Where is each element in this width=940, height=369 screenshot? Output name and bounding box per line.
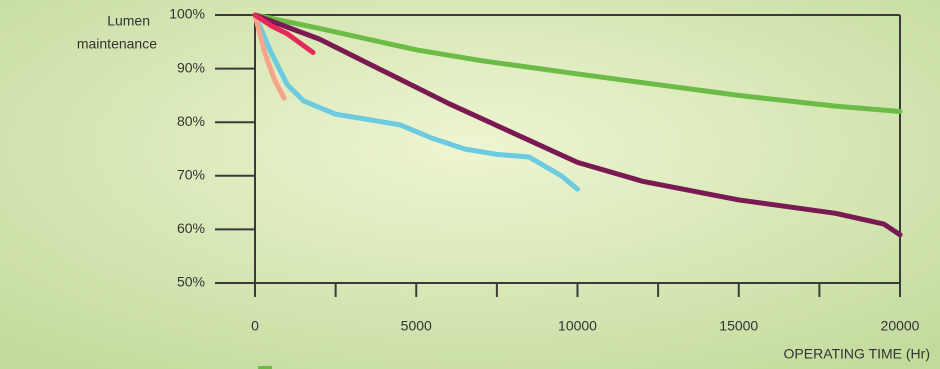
- x-tick-label: 10000: [558, 318, 597, 334]
- legend-label: LED HIGH-POWER: [285, 366, 409, 369]
- y-tick-label: 80%: [177, 113, 205, 129]
- series-line: [252, 12, 316, 56]
- legend-swatch: [258, 366, 272, 369]
- series-line: [252, 12, 287, 101]
- x-tick-label: 0: [251, 318, 259, 334]
- x-axis-label: OPERATING TIME (Hr): [784, 346, 930, 362]
- series-line: [252, 12, 903, 114]
- x-tick-label: 5000: [401, 318, 432, 334]
- y-tick-label: 100%: [169, 6, 205, 22]
- y-tick-label: 70%: [177, 167, 205, 183]
- y-tick-label: 90%: [177, 59, 205, 75]
- y-tick-label: 60%: [177, 220, 205, 236]
- x-tick-label: 15000: [719, 318, 758, 334]
- series-line: [252, 12, 903, 238]
- y-tick-label: 50%: [177, 274, 205, 290]
- y-axis-label: maintenance: [77, 36, 157, 52]
- y-axis-label: Lumen: [107, 13, 150, 29]
- x-tick-label: 20000: [881, 318, 920, 334]
- series-line: [252, 12, 580, 192]
